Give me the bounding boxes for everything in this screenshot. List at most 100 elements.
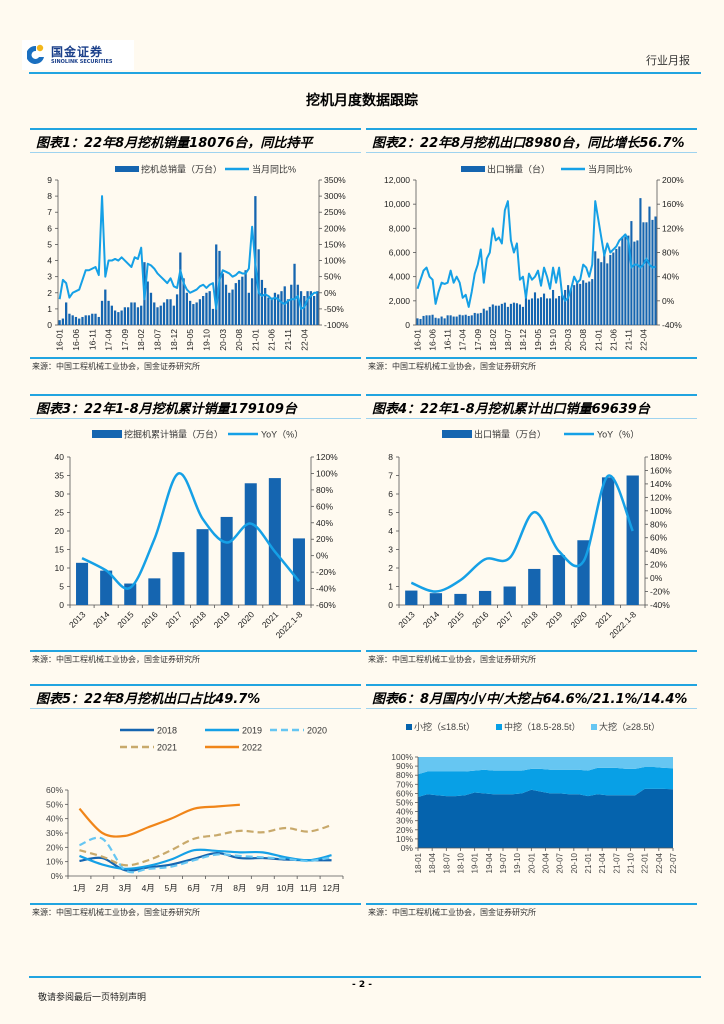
x-tick-label: 2018 [519, 609, 540, 630]
bar [615, 248, 618, 325]
y-tick-label: 80% [396, 770, 413, 780]
figure-1-bottom-rule [30, 357, 361, 359]
x-tick-label: 2020 [236, 609, 257, 630]
x-tick-label: 20-08 [578, 329, 588, 351]
right-tick-label: -100% [324, 320, 349, 330]
bar [61, 318, 65, 325]
bar [536, 298, 540, 325]
right-tick-label: 100% [650, 506, 672, 516]
x-tick-label: 22-01 [641, 852, 650, 873]
y-tick-label: 40% [46, 814, 63, 824]
bar [175, 294, 179, 325]
figure-2-title-rule [366, 152, 697, 153]
bar [485, 310, 488, 325]
bar [306, 291, 309, 325]
bar [309, 291, 312, 325]
bar [192, 304, 195, 325]
bar [133, 302, 136, 325]
bar [166, 299, 169, 325]
figure-3-title: 图表3：22年1-8月挖机累计销量179109台 [36, 402, 297, 417]
x-tick-label: 20-03 [218, 329, 228, 351]
figure-2-chart: 出口销量（台） 当月同比% 0 2,000 4,000 6,000 8,000 10,000 1… [384, 164, 684, 351]
bar [600, 262, 603, 325]
bar [172, 305, 175, 325]
figure-1-title: 图表1：22年8月挖机销量18076台，同比持平 [36, 136, 313, 151]
bar [533, 292, 537, 325]
bar [429, 593, 443, 605]
x-tick-label: 19-10 [548, 329, 558, 351]
legend-line-series-label: 当月同比% [252, 164, 296, 175]
right-tick-label: 60% [316, 501, 333, 511]
right-tick-label: 200% [324, 223, 346, 233]
right-tick-label: 120% [662, 223, 684, 233]
bar [636, 240, 639, 325]
bar [172, 552, 185, 605]
x-tick-label: 18-12 [518, 329, 528, 351]
x-tick-label: 21-11 [283, 329, 293, 350]
left-tick-label: 30 [55, 489, 65, 499]
figure-4-top-rule [366, 394, 697, 396]
series-line-2022 [78, 803, 240, 838]
left-tick-label: 1 [388, 582, 393, 592]
left-tick-label: 10 [55, 563, 65, 573]
bar [642, 222, 645, 325]
bar [458, 314, 461, 325]
bar [136, 307, 140, 325]
figure-1-source: 来源：中国工程机械工业协会，国金证券研究所 [32, 362, 200, 371]
x-tick-label: 5月 [165, 883, 178, 893]
bar [296, 284, 299, 325]
figure-4-source: 来源：中国工程机械工业协会，国金证券研究所 [368, 655, 536, 664]
bar [78, 318, 81, 325]
bar [140, 305, 143, 325]
y-tick-label: 60% [396, 788, 413, 798]
right-tick-label: 160% [650, 465, 672, 475]
right-tick-label: 80% [662, 248, 679, 258]
right-tick-label: 200% [662, 175, 684, 185]
x-tick-label: 16-06 [428, 329, 438, 351]
x-tick-label: 2015 [445, 609, 466, 630]
right-tick-label: 80% [650, 519, 667, 529]
bar [606, 263, 609, 325]
header-divider [29, 72, 701, 74]
figure-3-source: 来源：中国工程机械工业协会，国金证券研究所 [32, 655, 200, 664]
left-tick-label: 40 [55, 452, 65, 462]
bar [461, 315, 464, 325]
bar [148, 578, 161, 605]
bar [454, 593, 467, 605]
x-tick-label: 1月 [73, 883, 86, 893]
figure-5-top-rule [30, 684, 361, 686]
x-tick-label: 2022.1-8 [274, 609, 305, 640]
series-line-2020 [79, 836, 332, 874]
bar [542, 293, 546, 325]
legend-bar-series-label: 出口销量（台） [487, 164, 550, 175]
left-tick-label: 0 [405, 320, 410, 330]
left-tick-label: 5 [59, 582, 64, 592]
bar [478, 590, 492, 605]
left-tick-label: 7 [388, 471, 393, 481]
bar [104, 289, 107, 325]
y-tick-label: 10% [396, 834, 413, 844]
figure-6-top-rule [366, 684, 697, 686]
bar [431, 314, 434, 325]
right-tick-label: 100% [324, 256, 346, 266]
bar [555, 298, 558, 325]
bar [159, 305, 162, 325]
x-tick-label: 16-06 [71, 329, 81, 351]
x-tick-label: 2017 [495, 609, 516, 630]
x-tick-label: 20-03 [563, 329, 573, 351]
left-tick-label: 3 [47, 272, 52, 282]
legend-bar-series-label: 挖掘机累计销量（万台） [124, 429, 223, 440]
bar [488, 306, 491, 325]
bar [149, 292, 153, 325]
legend-bar-series-swatch [461, 166, 485, 172]
bar [419, 318, 422, 325]
bar [241, 276, 244, 325]
legend-1-swatch [496, 724, 502, 730]
bar [87, 315, 91, 325]
figure-1-top-rule [30, 128, 361, 130]
right-tick-label: 100% [316, 468, 338, 478]
bar [97, 316, 100, 325]
bar [215, 244, 218, 325]
x-tick-label: 3月 [119, 883, 132, 893]
bar [290, 284, 293, 325]
